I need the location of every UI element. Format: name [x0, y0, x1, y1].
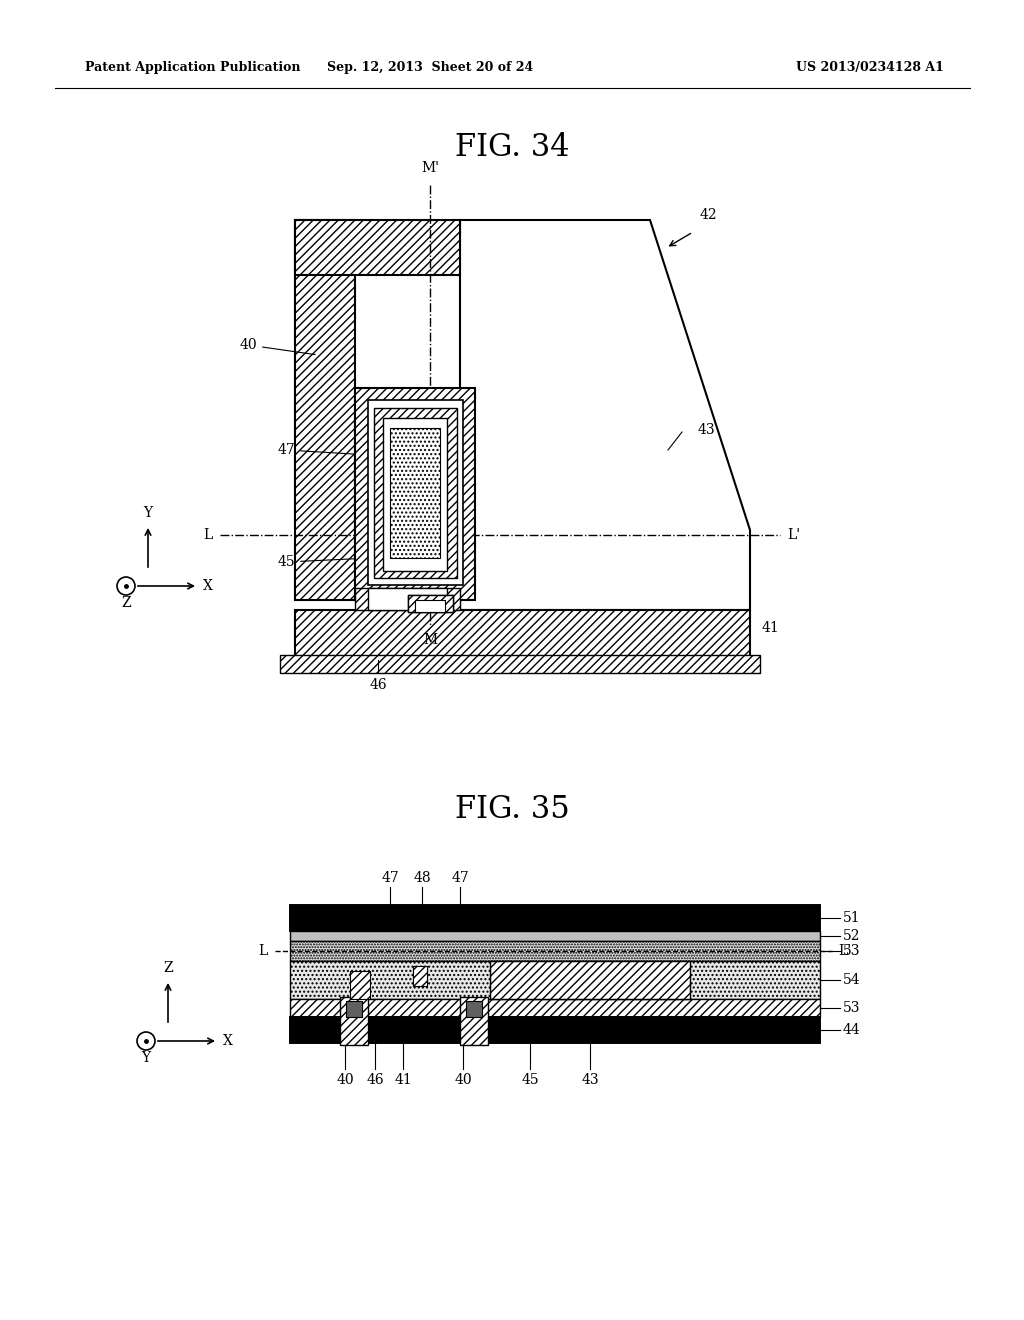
Text: L: L	[204, 528, 213, 543]
Bar	[295, 610, 750, 660]
Text: 47: 47	[278, 444, 368, 457]
Text: X: X	[223, 1034, 232, 1048]
Text: 46: 46	[370, 678, 387, 692]
Text: M': M'	[421, 161, 439, 176]
Text: Patent Application Publication: Patent Application Publication	[85, 62, 300, 74]
Text: 52: 52	[843, 929, 860, 942]
Text: 48: 48	[414, 871, 431, 884]
Bar	[374, 408, 457, 578]
Text: 43: 43	[582, 1073, 599, 1086]
Bar	[290, 906, 820, 931]
Text: 41: 41	[762, 620, 779, 635]
Text: 43: 43	[698, 422, 716, 437]
Bar	[290, 931, 820, 941]
Text: 54: 54	[843, 973, 860, 987]
Bar	[280, 655, 760, 673]
Text: M: M	[423, 634, 437, 647]
Text: Z: Z	[163, 961, 173, 975]
Bar	[368, 587, 447, 610]
Bar	[490, 961, 690, 999]
Text: 45: 45	[521, 1073, 539, 1086]
Text: FIG. 34: FIG. 34	[455, 132, 569, 164]
Text: 45: 45	[278, 554, 369, 569]
Text: 40: 40	[240, 338, 315, 355]
Text: 51: 51	[843, 911, 860, 925]
Bar	[355, 388, 475, 601]
Text: 47: 47	[381, 871, 399, 884]
Bar	[290, 906, 820, 931]
Text: X: X	[203, 579, 213, 593]
Text: Y: Y	[143, 506, 153, 520]
Bar	[490, 961, 690, 999]
Text: US 2013/0234128 A1: US 2013/0234128 A1	[796, 62, 944, 74]
Bar	[290, 1016, 820, 1043]
Bar	[415, 601, 445, 612]
Bar	[413, 966, 427, 986]
Text: 40: 40	[336, 1073, 354, 1086]
Text: 53: 53	[843, 944, 860, 958]
Text: 40: 40	[455, 1073, 472, 1086]
Bar	[295, 220, 355, 601]
Bar	[350, 972, 370, 999]
Text: 41: 41	[394, 1073, 412, 1086]
Bar	[355, 587, 460, 610]
Bar	[290, 941, 820, 961]
Text: 53: 53	[843, 1001, 860, 1015]
Bar	[390, 428, 440, 558]
Text: 44: 44	[843, 1023, 861, 1038]
Bar	[413, 966, 427, 986]
Text: L: L	[259, 944, 268, 958]
Bar	[408, 595, 453, 612]
Text: L': L'	[787, 528, 800, 543]
Bar	[290, 961, 820, 999]
Bar	[460, 997, 488, 1045]
Text: FIG. 35: FIG. 35	[455, 795, 569, 825]
Bar	[466, 1001, 482, 1016]
Text: 42: 42	[700, 209, 718, 222]
Polygon shape	[460, 220, 750, 610]
Text: Y: Y	[141, 1051, 151, 1065]
Text: 47: 47	[452, 871, 469, 884]
Bar	[290, 999, 820, 1016]
Text: 46: 46	[367, 1073, 384, 1086]
Bar	[346, 1001, 362, 1016]
Bar	[383, 418, 447, 572]
Bar	[290, 1016, 820, 1043]
Bar	[295, 220, 460, 275]
Text: L': L'	[838, 944, 851, 958]
Text: Sep. 12, 2013  Sheet 20 of 24: Sep. 12, 2013 Sheet 20 of 24	[327, 62, 534, 74]
Bar	[368, 400, 463, 585]
Bar	[408, 595, 453, 612]
Bar	[340, 997, 368, 1045]
Text: Z: Z	[121, 597, 131, 610]
